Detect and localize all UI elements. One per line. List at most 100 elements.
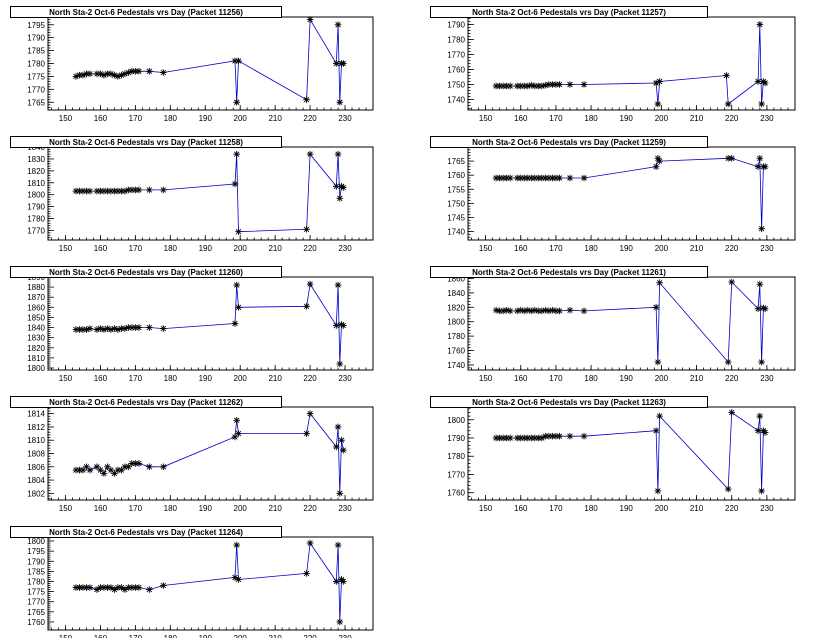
data-point-marker [761,163,769,171]
data-point-marker [756,412,764,420]
marker-stroke [758,488,765,494]
marker-stroke [656,158,663,164]
marker-stroke [337,99,343,105]
y-tick-label: 1800 [27,191,45,200]
x-tick-label: 220 [725,504,739,513]
chart-title: North Sta-2 Oct-6 Pedestals vrs Day (Pac… [430,266,708,278]
marker-stroke [755,306,761,312]
chart-title: North Sta-2 Oct-6 Pedestals vrs Day (Pac… [430,136,708,148]
chart-title: North Sta-2 Oct-6 Pedestals vrs Day (Pac… [10,396,282,408]
marker-stroke [104,325,111,332]
data-point-marker [652,303,660,311]
y-tick-label: 1810 [27,179,45,188]
y-tick-label: 1785 [27,47,45,56]
data-point-marker [93,326,101,333]
y-tick-label: 1860 [447,274,465,283]
x-tick-label: 210 [268,244,282,253]
data-point-marker [146,67,153,75]
marker-stroke [507,175,513,181]
marker-stroke [653,304,659,310]
marker-stroke [521,308,527,314]
y-tick-label: 1802 [27,489,45,498]
y-tick-label: 1800 [447,318,465,327]
x-tick-label: 190 [620,114,634,123]
data-point-marker [339,184,347,191]
marker-stroke [136,584,142,591]
data-point-marker [656,412,663,420]
marker-stroke [108,584,114,591]
marker-stroke [108,467,114,473]
data-point-marker [333,322,340,329]
data-point-marker [86,187,94,195]
y-tick-label: 1840 [447,289,465,298]
marker-stroke [307,16,313,23]
marker-stroke [232,320,238,327]
data-point-marker [724,485,732,493]
x-tick-label: 160 [514,374,528,383]
chart-title: North Sta-2 Oct-6 Pedestals vrs Day (Pac… [430,6,708,18]
y-tick-label: 1760 [447,171,465,180]
x-tick-label: 210 [690,114,704,123]
x-tick-label: 170 [549,114,563,123]
x-tick-label: 170 [549,504,563,513]
data-point-marker [756,154,764,162]
marker-stroke [160,325,167,332]
data-point-marker [86,325,94,332]
data-point-marker [556,432,563,440]
x-tick-label: 230 [338,504,352,513]
data-point-marker [303,96,310,103]
x-tick-label: 230 [760,114,774,123]
marker-stroke [567,175,573,181]
marker-stroke [729,409,735,416]
chart-title: North Sta-2 Oct-6 Pedestals vrs Day (Pac… [10,6,282,18]
marker-stroke [556,175,563,181]
marker-stroke [757,21,763,28]
marker-stroke [507,83,513,89]
data-point-marker [303,570,310,577]
y-tick-label: 1780 [27,60,45,69]
data-point-marker [758,358,765,366]
x-tick-label: 160 [94,634,108,638]
marker-stroke [500,308,506,314]
chart-panel-6: 150 160 170 180 190 200 210 220 230 1740 1760 1780 1… [447,274,796,383]
x-tick-label: 210 [690,504,704,513]
marker-stroke [108,326,114,333]
x-tick-label: 200 [234,634,248,638]
x-tick-label: 220 [303,504,317,513]
y-tick-label: 1780 [447,332,465,341]
data-point-marker [233,98,241,106]
marker-stroke [146,464,153,470]
chart-title: North Sta-2 Oct-6 Pedestals vrs Day (Pac… [430,396,708,408]
marker-stroke [729,155,735,161]
data-point-marker [338,436,345,444]
x-tick-label: 230 [760,374,774,383]
y-tick-label: 1740 [447,228,465,237]
chart-title: North Sta-2 Oct-6 Pedestals vrs Day (Pac… [10,136,282,148]
y-tick-label: 1830 [27,155,45,164]
chart-panel-7: 150 160 170 180 190 200 210 220 230 1802 1804 1806 1… [27,406,374,513]
marker-stroke [655,359,661,365]
y-tick-label: 1740 [447,361,465,370]
data-point-marker [761,429,769,436]
marker-stroke [567,81,573,88]
marker-stroke [335,151,341,157]
data-point-marker [160,186,167,194]
y-tick-label: 1806 [27,463,45,472]
chart-title: North Sta-2 Oct-6 Pedestals vrs Day (Pac… [10,266,282,278]
marker-stroke [234,282,240,288]
x-tick-label: 200 [655,114,669,123]
y-tick-label: 1780 [27,215,45,224]
data-point-marker [235,57,242,65]
data-point-marker [333,578,340,585]
marker-stroke [303,303,310,310]
data-point-marker [517,434,525,442]
data-point-marker [231,320,239,327]
x-tick-label: 210 [268,374,282,383]
data-point-marker [306,280,314,288]
x-tick-label: 170 [129,504,143,513]
data-point-marker [492,306,500,314]
chart-panel-3: 150 160 170 180 190 200 210 220 230 1770 1780 1790 1… [27,143,374,253]
y-tick-label: 1840 [27,324,45,333]
plot-frame [467,146,796,241]
